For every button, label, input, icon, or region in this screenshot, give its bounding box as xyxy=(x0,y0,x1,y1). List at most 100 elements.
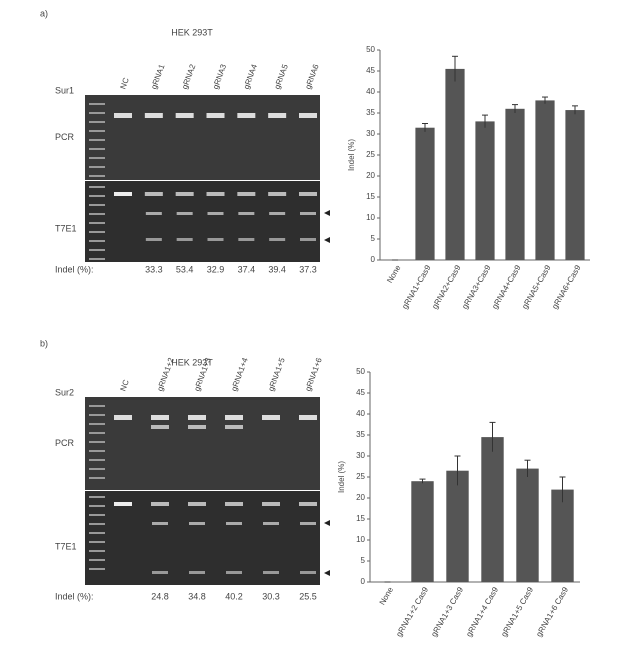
ladder-band xyxy=(89,112,105,114)
band xyxy=(237,192,256,196)
y-tick-label: 5 xyxy=(361,556,366,565)
ladder-band xyxy=(89,550,105,552)
band xyxy=(263,522,279,525)
ladder-band xyxy=(89,505,105,507)
band xyxy=(207,212,224,215)
band xyxy=(237,113,256,118)
band xyxy=(225,425,243,429)
x-tick-label: gRNA1+4 Cas9 xyxy=(464,585,500,638)
band xyxy=(225,502,243,506)
y-tick-label: 40 xyxy=(366,87,375,96)
ladder-band xyxy=(89,139,105,141)
indel-value: 37.4 xyxy=(238,264,256,274)
bar xyxy=(565,110,585,260)
band xyxy=(114,502,132,506)
band xyxy=(145,238,162,241)
enzyme-label: Sur2 xyxy=(55,387,74,397)
y-tick-label: 25 xyxy=(356,472,365,481)
ladder-band xyxy=(89,568,105,570)
x-tick-label: gRNA4+Cas9 xyxy=(490,263,523,311)
ladder-band xyxy=(89,148,105,150)
y-tick-label: 15 xyxy=(366,192,375,201)
panel-label: a) xyxy=(40,8,48,18)
bar xyxy=(505,108,525,260)
band xyxy=(300,212,316,215)
cell-line: HEK 293T xyxy=(171,27,213,37)
lane-label: gRNA4 xyxy=(242,63,259,91)
t7-label: T7E1 xyxy=(55,224,77,234)
indel-value: 40.2 xyxy=(225,591,243,601)
ladder-band xyxy=(89,130,105,132)
lane-label: gRNA1+4 xyxy=(229,356,250,392)
band xyxy=(262,502,280,506)
bar xyxy=(415,127,435,260)
x-tick-label: None xyxy=(378,585,396,607)
band xyxy=(175,113,194,118)
band xyxy=(300,522,316,525)
indel-value: 37.3 xyxy=(299,264,317,274)
band xyxy=(189,571,205,574)
ladder-band xyxy=(89,204,105,206)
band xyxy=(300,238,316,241)
band xyxy=(188,415,206,420)
ladder-band xyxy=(89,423,105,425)
ladder-band xyxy=(89,532,105,534)
enzyme-label: Sur1 xyxy=(55,85,74,95)
lane-label: gRNA1+6 xyxy=(303,356,324,392)
x-tick-label: gRNA6+Cas9 xyxy=(550,263,583,311)
band xyxy=(225,415,243,420)
bar xyxy=(411,481,434,582)
y-tick-label: 35 xyxy=(356,430,365,439)
band xyxy=(176,238,193,241)
ladder-band xyxy=(89,222,105,224)
indel-value: 53.4 xyxy=(176,264,194,274)
lane-label: gRNA2 xyxy=(180,63,197,91)
lane-label: NC xyxy=(118,378,130,392)
band xyxy=(206,192,225,196)
bar xyxy=(516,468,539,582)
ladder-band xyxy=(89,213,105,215)
arrow xyxy=(324,237,330,243)
band xyxy=(176,212,193,215)
band xyxy=(188,425,206,429)
ladder-band xyxy=(89,186,105,188)
indel-value: 34.8 xyxy=(188,591,206,601)
x-tick-label: None xyxy=(385,263,403,285)
y-tick-label: 10 xyxy=(356,535,365,544)
ladder-band xyxy=(89,240,105,242)
indel-value: 24.8 xyxy=(151,591,169,601)
y-tick-label: 25 xyxy=(366,150,375,159)
ladder-band xyxy=(89,468,105,470)
y-tick-label: 5 xyxy=(371,234,376,243)
lane-label: gRNA1+5 xyxy=(266,356,287,392)
band xyxy=(268,192,287,196)
ladder-band xyxy=(89,441,105,443)
arrow xyxy=(324,570,330,576)
band xyxy=(268,113,287,118)
indel-value: 33.3 xyxy=(145,264,163,274)
band xyxy=(262,415,280,420)
band xyxy=(299,192,317,196)
bar xyxy=(481,437,504,582)
indel-label: Indel (%): xyxy=(55,264,94,274)
band xyxy=(238,212,255,215)
y-tick-label: 0 xyxy=(371,255,376,264)
band xyxy=(144,192,163,196)
band xyxy=(207,238,224,241)
bar xyxy=(446,470,469,582)
lane-label: gRNA1 xyxy=(149,63,166,91)
ladder-band xyxy=(89,103,105,105)
band xyxy=(206,113,225,118)
lane-label: gRNA3 xyxy=(211,63,228,91)
ladder-band xyxy=(89,175,105,177)
y-tick-label: 30 xyxy=(366,129,375,138)
arrow xyxy=(324,520,330,526)
gel xyxy=(85,397,320,490)
x-tick-label: gRNA1+Cas9 xyxy=(400,263,433,311)
band xyxy=(151,415,169,420)
y-axis-label: Indel (%) xyxy=(337,461,346,493)
band xyxy=(114,113,132,118)
ladder-band xyxy=(89,496,105,498)
indel-value: 25.5 xyxy=(299,591,317,601)
